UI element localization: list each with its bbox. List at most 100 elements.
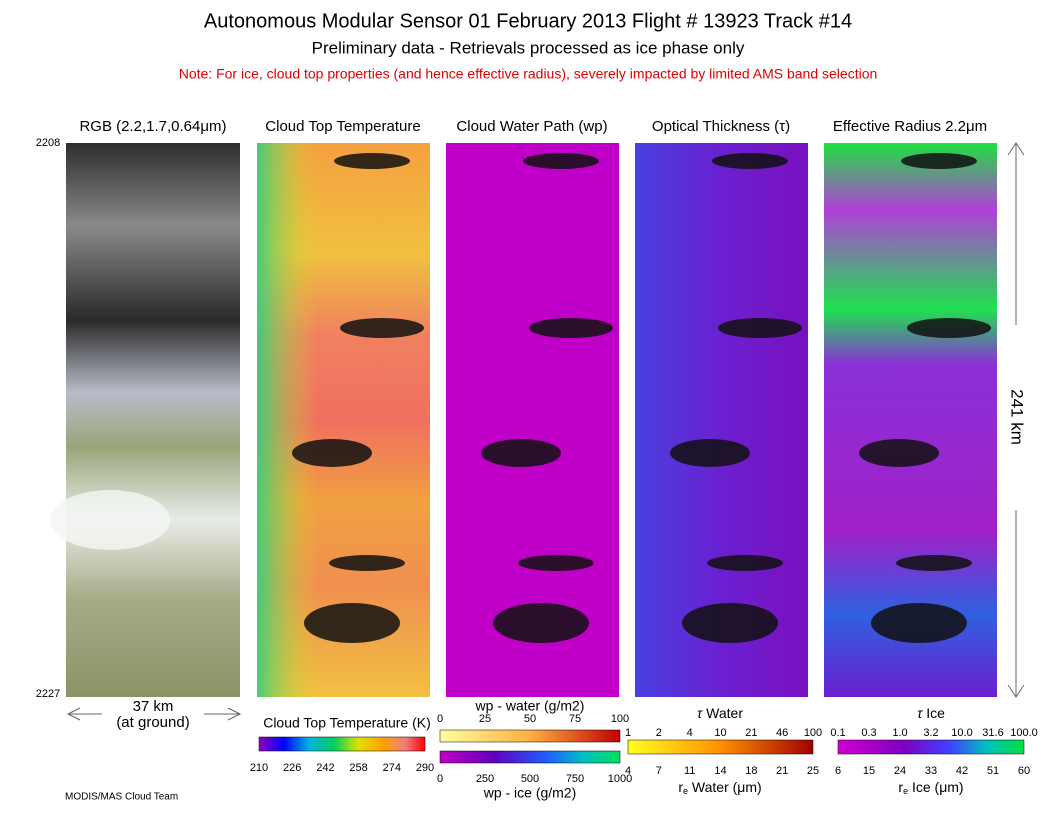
dark-patch	[523, 153, 599, 169]
dark-patch	[718, 318, 802, 338]
dark-patch	[304, 603, 400, 643]
colorbar-tick-label: 7	[656, 765, 662, 777]
dark-patch	[529, 318, 613, 338]
re-symbol: r	[898, 779, 903, 795]
panel-label: RGB (2.2,1.7,0.64μm)	[79, 118, 226, 135]
re-text: Water (μm)	[692, 779, 762, 795]
length-arrow	[1007, 142, 1025, 698]
colorbar-tick-label: 11	[684, 765, 695, 777]
panel-label: Cloud Water Path (wp)	[456, 118, 607, 135]
colorbar-tick-label: 274	[383, 762, 401, 774]
colorbar-tick-label: 60	[1018, 765, 1030, 777]
colorbar-tick-label: 25	[807, 765, 819, 777]
colorbar-tick-label: 10.0	[951, 727, 972, 739]
panel-label: Cloud Top Temperature	[265, 118, 420, 135]
rgb-image	[66, 143, 240, 697]
colorbar-tick-label: 1	[625, 727, 631, 739]
colorbar-tick-label: 25	[479, 713, 491, 725]
colorbar-tick-label: 1000	[608, 773, 632, 785]
dark-patch	[907, 318, 991, 338]
subtitle: Preliminary data - Retrievals processed …	[312, 38, 745, 57]
colorbar-title: Cloud Top Temperature (K)	[263, 715, 431, 731]
colorbar-tick-label: 6	[835, 765, 841, 777]
dark-patch	[901, 153, 977, 169]
colorbar-tick-label: 42	[956, 765, 968, 777]
colorbar-tick-label: 4	[687, 727, 693, 739]
dark-patch	[340, 318, 424, 338]
colorbar-tick-label: 50	[524, 713, 536, 725]
dark-patch	[707, 555, 783, 571]
tau-symbol: τ	[917, 705, 923, 721]
scan-end: 2227	[36, 688, 60, 700]
colorbar-tick-label: 10	[714, 727, 726, 739]
re-subscript: e	[683, 786, 688, 796]
colorbar-tick-label: 21	[745, 727, 757, 739]
colorbar-tick-label: 3.2	[923, 727, 938, 739]
colorbar-tick-label: 51	[987, 765, 999, 777]
colorbar-tick-label: 100.0	[1010, 727, 1038, 739]
panel-label: Optical Thickness (τ)	[652, 118, 790, 135]
dark-patch	[682, 603, 778, 643]
colorbar-tick-label: 258	[349, 762, 367, 774]
dark-patch	[329, 555, 405, 571]
credit: MODIS/MAS Cloud Team	[65, 792, 178, 803]
colorbar	[627, 739, 814, 755]
dark-patch	[896, 555, 972, 571]
colorbar-tick-label: 100	[804, 727, 822, 739]
re-symbol: r	[678, 779, 683, 795]
width-note: (at ground)	[116, 714, 189, 731]
colorbar-tick-label: 0	[437, 773, 443, 785]
colorbar-tick-label: 100	[611, 713, 629, 725]
colorbar-tick-label: 75	[569, 713, 581, 725]
colorbar	[258, 736, 426, 752]
panel-label: Effective Radius 2.2μm	[833, 118, 987, 135]
colorbar	[439, 729, 621, 743]
rgb-bright	[50, 490, 170, 550]
colorbar-title: wp - water (g/m2)	[475, 698, 585, 714]
tau-symbol: τ	[697, 705, 703, 721]
ctt-side	[257, 143, 317, 697]
scan-start: 2208	[36, 137, 60, 149]
colorbar-tick-label: 14	[714, 765, 726, 777]
colorbar-tick-label: 0	[437, 713, 443, 725]
dark-patch	[493, 603, 589, 643]
colorbar-title: τ Ice	[917, 705, 945, 721]
colorbar-tick-label: 46	[776, 727, 788, 739]
colorbar-tick-label: 250	[476, 773, 494, 785]
colorbar-tick-label: 290	[416, 762, 434, 774]
dark-patch	[670, 439, 750, 467]
title: Autonomous Modular Sensor 01 February 20…	[204, 10, 852, 32]
tau-text: Water	[706, 705, 743, 721]
colorbar-title: τ Water	[697, 705, 743, 721]
colorbar	[837, 739, 1025, 755]
colorbar-tick-label: 750	[566, 773, 584, 785]
colorbar-tick-label: 242	[316, 762, 334, 774]
colorbar-tick-label: 31.6	[982, 727, 1003, 739]
dark-patch	[871, 603, 967, 643]
dark-patch	[292, 439, 372, 467]
colorbar-title: re Ice (μm)	[898, 779, 963, 797]
note: Note: For ice, cloud top properties (and…	[179, 66, 878, 82]
dark-patch	[518, 555, 594, 571]
colorbar-tick-label: 226	[283, 762, 301, 774]
tau-text: Ice	[926, 705, 945, 721]
dark-patch	[481, 439, 561, 467]
width-arrow	[66, 707, 242, 721]
re-text: Ice (μm)	[912, 779, 964, 795]
colorbar-tick-label: 24	[894, 765, 906, 777]
length-label: 241 km	[1008, 389, 1027, 445]
dark-patch	[859, 439, 939, 467]
colorbar-tick-label: 18	[745, 765, 757, 777]
colorbar-tick-label: 15	[863, 765, 875, 777]
colorbar-title: re Water (μm)	[678, 779, 761, 797]
colorbar-tick-label: 21	[776, 765, 788, 777]
colorbar-tick-label: 0.3	[861, 727, 876, 739]
panel-images	[50, 143, 997, 697]
dark-patch	[712, 153, 788, 169]
colorbar-tick-label: 210	[250, 762, 268, 774]
colorbar-tick-label: 1.0	[892, 727, 907, 739]
dark-patch	[334, 153, 410, 169]
colorbar-tick-label: 0.1	[830, 727, 845, 739]
colorbar-tick-label: 33	[925, 765, 937, 777]
colorbar-tick-label: 2	[656, 727, 662, 739]
